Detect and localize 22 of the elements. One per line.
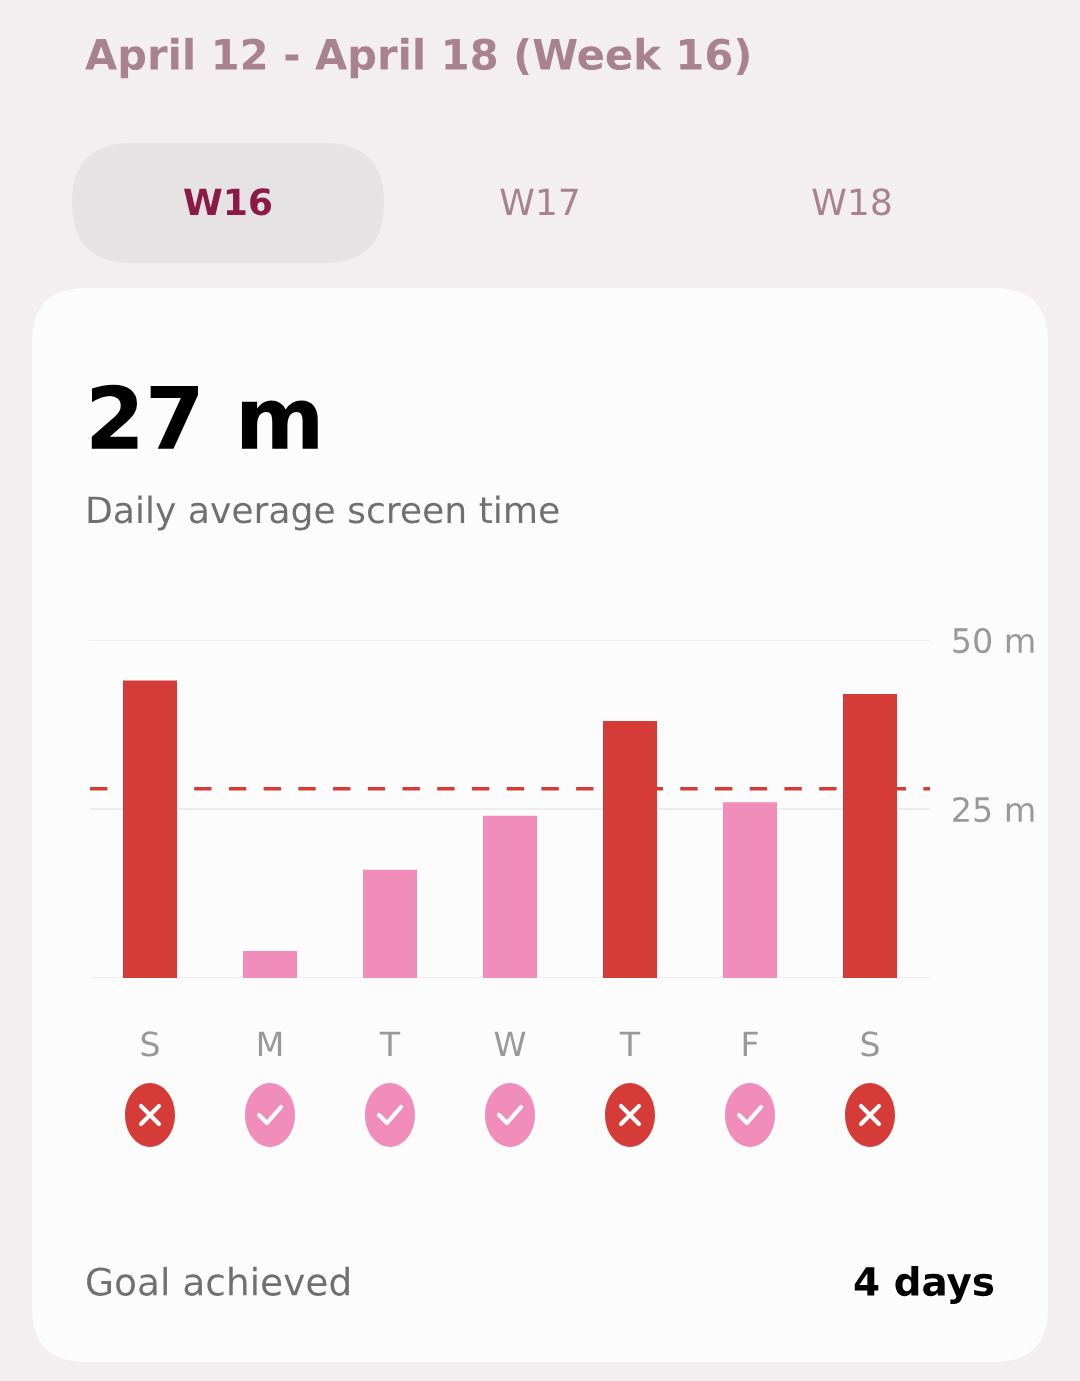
text: Daily average screen time: [88, 495, 559, 531]
bar: [483, 815, 537, 978]
x-tick-label: W: [494, 1031, 526, 1057]
x-tick-label: M: [258, 1031, 282, 1057]
x-tick-label: F: [743, 1031, 758, 1057]
text: 27 m: [91, 384, 318, 449]
y-tick-label: 50 m: [953, 627, 1034, 654]
text: W17: [500, 188, 578, 215]
chart-title: April 12 - April 18 (Week 16): [85, 37, 749, 79]
x-tick-label: S: [861, 1031, 879, 1057]
bar: [363, 869, 417, 978]
bar: [243, 950, 297, 978]
x-tick-label: T: [619, 1031, 641, 1057]
text: 4 days: [854, 1266, 994, 1304]
x-tick-label: T: [379, 1031, 401, 1057]
bar: [123, 680, 177, 978]
x-tick-label: S: [141, 1031, 159, 1057]
y-tick-label: 25 m: [953, 796, 1034, 823]
text: W18: [812, 188, 891, 216]
bar: [723, 802, 777, 978]
text: Goal achieved: [87, 1266, 349, 1296]
text: W16: [184, 188, 272, 216]
